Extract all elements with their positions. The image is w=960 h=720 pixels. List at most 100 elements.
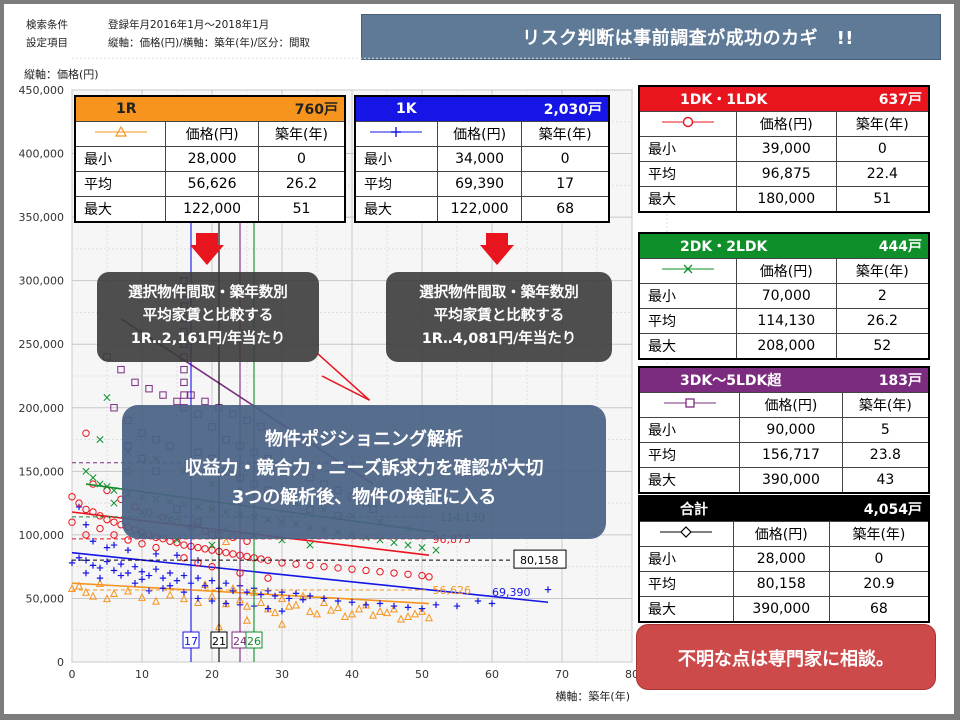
callout-center-line-1: 物件ポジショニング解析	[265, 429, 463, 450]
callout-center-line-2: 収益力・競合力・ニーズ訴求力を確認が大切	[184, 458, 544, 479]
data-point	[180, 378, 188, 387]
table-row: 最大 390,000 43	[638, 467, 930, 494]
data-point	[208, 541, 216, 549]
data-point	[390, 569, 398, 577]
data-point	[257, 555, 265, 563]
data-point	[124, 536, 132, 544]
cell-value: 20.9	[828, 571, 930, 597]
data-point	[68, 559, 76, 567]
table-k1-name: 1K	[396, 101, 417, 117]
data-point	[137, 592, 147, 601]
y-axis-label: 縦軸：価格(円)	[24, 67, 99, 81]
banner-title: リスク判断は事前調査が成功のカギ !!	[361, 14, 941, 60]
arrow-down-right-head-icon	[480, 245, 514, 265]
table-row: 最大 390,000 68	[638, 596, 930, 623]
legend-marker-cross-icon	[638, 258, 737, 284]
data-point	[173, 552, 181, 559]
table-row: 平均 69,390 17	[354, 171, 610, 197]
data-point	[82, 467, 90, 475]
cell-value: 56,626	[165, 171, 259, 197]
data-point	[488, 600, 496, 607]
data-point	[404, 541, 412, 549]
cell-value: 70,000	[735, 283, 837, 309]
table-row: 最小 28,000 0	[638, 546, 930, 572]
data-point	[180, 572, 188, 579]
data-point	[362, 601, 370, 608]
arrow-down-right-icon	[486, 233, 508, 245]
callout-left-line-3: 1R‥2,161円/年当たり	[130, 331, 286, 347]
data-point	[159, 574, 167, 582]
data-point	[320, 595, 328, 602]
callout-left: 選択物件間取・築年数別 平均家賃と比較する 1R‥2,161円/年当たり	[97, 272, 319, 362]
data-point	[201, 397, 209, 406]
data-point	[180, 554, 188, 562]
cell-value: 208,000	[735, 333, 837, 360]
trend-line	[71, 582, 430, 605]
table-tot: 合計 4,054戸 価格(円) 築年(年) 最小 28,000 0 平均 80,158 20.9 最…	[638, 495, 930, 623]
legend-marker-triangle-icon	[74, 121, 167, 147]
data-point	[173, 397, 181, 406]
table-row: 最小 90,000 5	[638, 417, 930, 443]
data-point	[320, 562, 328, 571]
age-label: 26	[247, 635, 261, 648]
data-point	[123, 586, 133, 595]
row-label: 平均	[638, 308, 737, 334]
table-tot-name: 合計	[680, 502, 708, 518]
data-point	[110, 499, 118, 507]
cell-value: 114,130	[735, 308, 837, 334]
age-label: 21	[212, 635, 226, 648]
cell-value: 52	[835, 333, 930, 360]
cell-value: 0	[835, 136, 930, 162]
row-label: 最小	[638, 417, 741, 443]
data-point	[81, 587, 91, 596]
row-label: 最小	[638, 546, 734, 572]
table-row: 平均 156,717 23.8	[638, 442, 930, 468]
data-point	[67, 583, 77, 592]
data-point	[110, 567, 118, 574]
cell-value: 68	[521, 196, 610, 223]
data-point	[179, 594, 189, 603]
y-tick-label: 100,000	[19, 529, 65, 542]
data-point	[390, 538, 398, 547]
row-label: 平均	[638, 571, 734, 597]
data-point	[75, 499, 83, 507]
table-row: 最小 34,000 0	[354, 146, 610, 172]
row-label: 最小	[74, 146, 167, 172]
data-point	[404, 570, 412, 578]
data-point	[194, 574, 202, 582]
data-point	[145, 587, 153, 595]
table-row: 最大 180,000 51	[638, 186, 930, 213]
table-col-header: 築年(年)	[835, 111, 930, 137]
consult-box: 不明な点は専門家に相談。	[636, 624, 936, 690]
x-tick-label: 20	[205, 668, 219, 681]
row-label: 平均	[638, 442, 741, 468]
data-point	[138, 576, 146, 583]
data-point	[68, 493, 76, 501]
data-point	[110, 541, 118, 549]
table-row: 平均 56,626 26.2	[74, 171, 346, 197]
data-point	[180, 541, 188, 549]
row-label: 最大	[354, 196, 438, 223]
data-point	[432, 546, 440, 554]
table-dk1: 1DK・1LDK 637戸 価格(円) 築年(年) 最小 39,000 0 平均 96,875 2…	[638, 85, 930, 213]
row-label: 最大	[638, 596, 734, 623]
cell-value: 156,717	[739, 442, 843, 468]
data-point	[257, 591, 265, 598]
table-col-header: 価格(円)	[732, 521, 830, 547]
data-point	[165, 590, 175, 599]
callout-right-line-3: 1R‥4,081円/年当たり	[421, 331, 577, 347]
table-dk2-count: 444戸	[878, 239, 922, 255]
cell-value: 90,000	[739, 417, 843, 443]
data-point	[82, 531, 90, 539]
data-point	[284, 601, 294, 610]
legend-marker-circle-icon	[638, 111, 737, 137]
data-point	[312, 609, 322, 618]
data-point	[124, 546, 132, 554]
row-label: 最大	[74, 196, 167, 223]
row-label: 最大	[638, 186, 737, 213]
row-label: 平均	[74, 171, 167, 197]
cell-value: 28,000	[732, 546, 830, 572]
data-point	[74, 581, 84, 590]
data-point	[96, 574, 104, 582]
data-point	[417, 606, 427, 615]
